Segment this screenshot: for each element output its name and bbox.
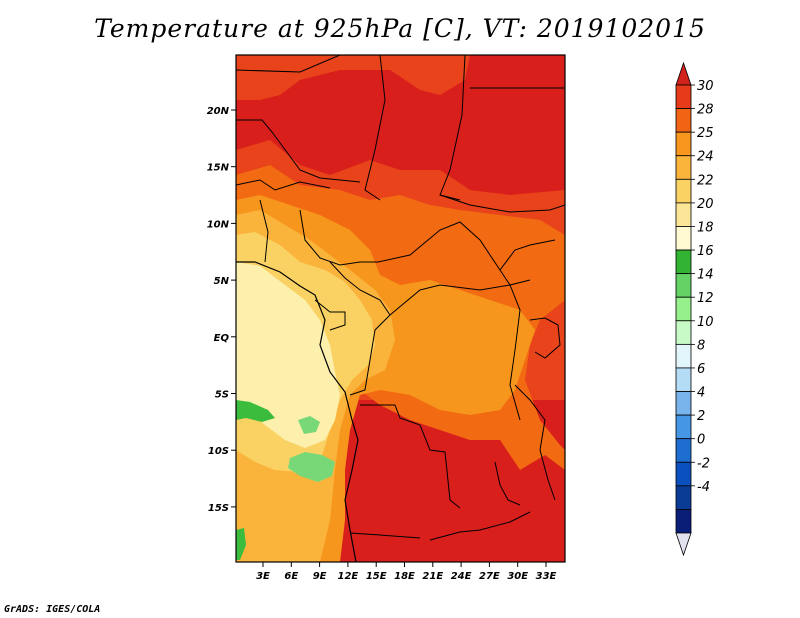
field-north-warm	[236, 55, 470, 100]
colorbar-label: -4	[697, 480, 710, 495]
colorbar-swatch	[675, 296, 692, 322]
colorbar-swatch	[675, 509, 692, 534]
colorbar-label: -2	[697, 456, 710, 471]
coastline	[236, 261, 359, 562]
colorbar-label: 25	[697, 126, 714, 141]
colorbar-label: 30	[697, 79, 714, 94]
lon-tick-label: 15E	[366, 571, 387, 582]
border-line	[329, 261, 391, 396]
lon-tick-label: 27E	[479, 571, 500, 582]
border-line	[429, 511, 531, 541]
colorbar-swatch	[675, 249, 692, 275]
colorbar-swatch	[675, 108, 692, 133]
border-line	[514, 384, 556, 501]
border-line	[259, 199, 269, 263]
colorbar-swatch	[675, 461, 692, 487]
lat-tick-label: 10N	[207, 219, 230, 230]
border-line	[360, 404, 461, 509]
lon-tick-label: 21E	[422, 571, 443, 582]
lon-tick-label: 3E	[256, 571, 270, 582]
border-line	[494, 461, 521, 506]
field-green-center	[288, 452, 335, 482]
latitude-axis: 20N 15N 10N 5N EQ 5S 10S 15S	[207, 106, 236, 514]
colorbar-swatch	[675, 178, 692, 204]
colorbar-label: 18	[697, 220, 714, 235]
colorbar-label: 12	[697, 291, 714, 306]
colorbar-label: 20	[697, 197, 714, 212]
colorbar-swatch	[675, 155, 692, 180]
lat-tick-label: 10S	[208, 446, 229, 457]
border-line	[236, 179, 331, 191]
colorbar-swatch	[675, 485, 692, 510]
border-line	[377, 221, 531, 286]
colorbar-swatch	[675, 131, 692, 157]
border-line	[236, 55, 341, 73]
lon-tick-label: 30E	[507, 571, 528, 582]
lat-tick-label: 20N	[207, 106, 230, 117]
field-pale	[236, 262, 340, 448]
lon-tick-label: 12E	[338, 571, 359, 582]
colorbar-label: 6	[697, 362, 705, 377]
country-borders	[236, 55, 565, 562]
colorbar-label: 24	[697, 150, 714, 165]
lat-tick-label: 15N	[207, 163, 230, 174]
colorbar-label: 22	[697, 173, 714, 188]
colorbar-label: 14	[697, 268, 714, 283]
colorbar-swatch	[675, 320, 692, 345]
colorbar-swatch	[675, 84, 692, 109]
colorbar-bottom-arrow	[675, 532, 692, 557]
lon-tick-label: 9E	[313, 571, 327, 582]
colorbar-top-arrow	[675, 61, 692, 86]
lat-tick-label: EQ	[214, 333, 230, 344]
lat-tick-label: 5S	[215, 390, 229, 401]
temperature-field	[236, 55, 565, 562]
border-line	[314, 299, 346, 331]
border-line	[439, 55, 466, 201]
colorbar-label: 28	[697, 103, 714, 118]
colorbar-label: 0	[697, 433, 705, 448]
lon-tick-label: 6E	[284, 571, 298, 582]
colorbar-swatch	[675, 391, 692, 416]
colorbar-swatch	[675, 343, 692, 369]
border-line	[349, 532, 421, 539]
field-green-west	[236, 400, 275, 422]
footer-credit: GrADS: IGES/COLA	[4, 604, 101, 615]
colorbar-label: 2	[697, 409, 705, 424]
border-line	[389, 284, 521, 421]
plot-frame	[235, 54, 566, 563]
border-line	[236, 119, 361, 183]
colorbar-label: 16	[697, 244, 714, 259]
colorbar-swatch	[675, 367, 692, 392]
lon-tick-label: 18E	[394, 571, 415, 582]
colorbar-swatch	[675, 414, 692, 440]
lon-tick-label: 33E	[536, 571, 557, 582]
border-line	[364, 55, 386, 201]
field-green-south	[236, 528, 246, 560]
field-south-hot	[350, 405, 565, 562]
colorbar-swatch	[675, 438, 692, 463]
lat-tick-label: 15S	[208, 503, 229, 514]
border-line	[299, 209, 378, 266]
field-green-small	[298, 416, 320, 434]
border-line	[529, 317, 561, 359]
lat-tick-label: 5N	[214, 276, 230, 287]
colorbar-swatch	[675, 226, 692, 251]
colorbar-label: 4	[697, 386, 705, 401]
map-title: Temperature at 925hPa [C], VT: 201910201…	[94, 14, 706, 43]
colorbar-swatch	[675, 273, 692, 298]
longitude-axis: 3E 6E 9E 12E 15E 18E 21E 24E 27E 30E 33E	[256, 562, 557, 582]
border-line	[499, 239, 556, 271]
border-line	[439, 194, 565, 213]
colorbar-label: 10	[697, 315, 714, 330]
lon-tick-label: 24E	[451, 571, 472, 582]
colorbar-label: 8	[697, 338, 705, 353]
colorbar-swatch	[675, 202, 692, 227]
